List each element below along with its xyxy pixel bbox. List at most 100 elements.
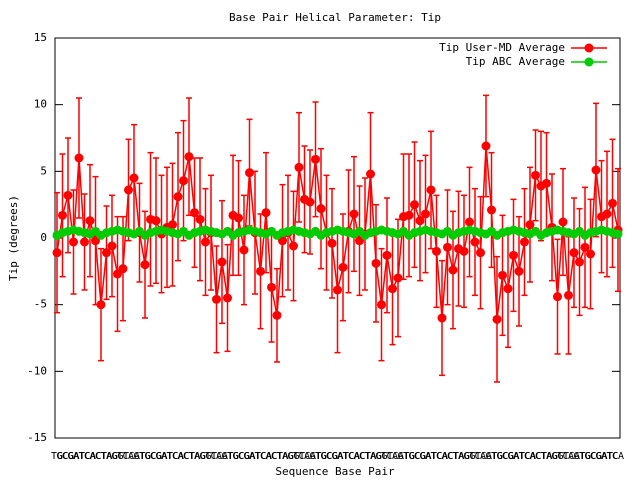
x-tick-label: TG xyxy=(227,451,239,462)
point xyxy=(333,285,342,295)
x-tick-label: AC xyxy=(89,451,101,462)
point xyxy=(256,266,265,276)
x-tick-label: GT xyxy=(485,451,497,462)
point xyxy=(410,200,419,210)
x-tick-label: CA xyxy=(436,451,448,462)
point xyxy=(437,313,447,323)
point xyxy=(377,300,386,310)
point xyxy=(305,197,315,207)
point xyxy=(415,216,425,226)
x-tick-label: TT xyxy=(381,451,393,462)
x-tick-label: AC xyxy=(265,451,277,462)
x-tick-label: CC xyxy=(210,451,222,462)
point xyxy=(316,204,326,214)
x-tick-label: CT xyxy=(447,451,459,462)
x-tick-label: CA xyxy=(524,451,536,462)
point xyxy=(443,242,452,252)
x-tick-label: TA xyxy=(188,451,200,462)
y-tick-label: 15 xyxy=(34,31,47,44)
point xyxy=(289,241,298,251)
point xyxy=(470,237,480,247)
x-tick-label: AA xyxy=(304,451,316,462)
x-tick-label: AT xyxy=(425,451,437,462)
x-tick-label: TC xyxy=(254,451,266,462)
point xyxy=(52,248,62,258)
x-tick-label: CC xyxy=(562,451,574,462)
x-tick-label: CC xyxy=(474,451,486,462)
point xyxy=(294,162,304,172)
point xyxy=(591,165,601,175)
x-tick-label: TG xyxy=(491,451,503,462)
x-tick-label: GC xyxy=(144,451,156,462)
point xyxy=(129,173,139,183)
point xyxy=(311,154,320,164)
point xyxy=(261,208,271,218)
point xyxy=(80,237,89,247)
x-tick-label: GG xyxy=(463,451,475,462)
x-tick-label: TC xyxy=(78,451,90,462)
x-tick-label: CG xyxy=(326,451,338,462)
y-tick-label: -5 xyxy=(34,298,47,311)
x-tick-label: CC xyxy=(386,451,398,462)
x-tick-label: AG xyxy=(546,451,558,462)
point xyxy=(212,294,221,304)
x-tick-label: GT xyxy=(221,451,233,462)
point xyxy=(542,178,551,188)
x-tick-label: GT xyxy=(133,451,145,462)
point xyxy=(85,216,95,226)
x-tick-label: GA xyxy=(419,451,431,462)
x-tick-label: CA xyxy=(260,451,272,462)
x-tick-label: AA xyxy=(568,451,580,462)
x-tick-label: AT xyxy=(337,451,349,462)
x-tick-label: TT xyxy=(205,451,217,462)
point xyxy=(168,220,177,230)
x-tick-label: TC xyxy=(430,451,442,462)
point xyxy=(63,190,73,200)
point xyxy=(118,264,128,274)
x-tick-label: TT xyxy=(117,451,129,462)
point xyxy=(404,210,414,220)
x-tick-label: GT xyxy=(309,451,321,462)
x-tick-label: TC xyxy=(342,451,354,462)
x-tick-label: GA xyxy=(595,451,607,462)
x-tick-label: CG xyxy=(150,451,162,462)
x-tick-label: AT xyxy=(513,451,525,462)
point xyxy=(465,217,474,227)
x-tick-label: CG xyxy=(502,451,514,462)
point xyxy=(492,314,502,324)
point xyxy=(124,185,133,195)
x-tick-label: AA xyxy=(128,451,140,462)
x-tick-label: CT xyxy=(183,451,195,462)
point xyxy=(195,214,205,224)
x-tick-label: CG xyxy=(590,451,602,462)
x-tick-label: TG xyxy=(51,451,63,462)
y-axis-label: Tip (degrees) xyxy=(7,195,20,281)
point xyxy=(503,284,513,294)
x-tick-label: TG xyxy=(139,451,151,462)
point xyxy=(553,292,562,302)
legend-label: Tip User-MD Average xyxy=(439,41,565,54)
point xyxy=(217,257,227,267)
x-tick-label: TA xyxy=(452,451,464,462)
x-tick-label: AG xyxy=(370,451,382,462)
y-tick-label: 10 xyxy=(34,98,47,111)
point xyxy=(102,248,111,258)
point xyxy=(426,185,436,195)
x-tick-label: TC xyxy=(606,451,618,462)
x-tick-label: GC xyxy=(56,451,68,462)
point xyxy=(338,262,348,272)
x-tick-label: TG xyxy=(315,451,327,462)
x-tick-label: TA xyxy=(100,451,112,462)
legend-swatch xyxy=(584,57,594,67)
point xyxy=(514,266,524,276)
x-tick-label: AC xyxy=(177,451,189,462)
point xyxy=(393,273,403,283)
x-tick-label: AC xyxy=(441,451,453,462)
x-tick-label: AA xyxy=(216,451,228,462)
x-tick-label: CG xyxy=(238,451,250,462)
x-tick-label: CT xyxy=(95,451,107,462)
x-tick-label: CA xyxy=(348,451,360,462)
x-tick-label: AA xyxy=(392,451,404,462)
point xyxy=(388,284,397,294)
point xyxy=(366,169,375,179)
